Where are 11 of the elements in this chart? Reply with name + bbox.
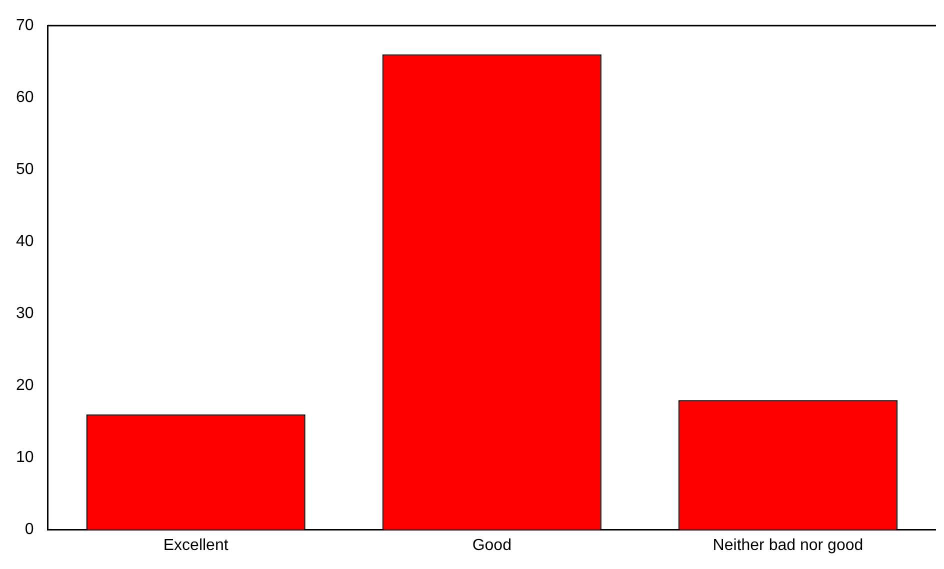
y-tick-label: 30 <box>16 305 34 322</box>
y-tick-label: 40 <box>16 233 34 250</box>
x-tick-label: Excellent <box>163 536 229 554</box>
y-tick-label: 70 <box>16 17 34 34</box>
y-tick-label: 20 <box>16 377 34 394</box>
x-tick-label: Neither bad nor good <box>712 536 864 554</box>
y-tick-label: 50 <box>16 161 34 178</box>
y-tick-label: 0 <box>24 521 34 538</box>
x-tick-label: Good <box>472 536 512 554</box>
y-tick-label: 60 <box>16 89 34 106</box>
y-tick-label: 10 <box>16 449 34 466</box>
